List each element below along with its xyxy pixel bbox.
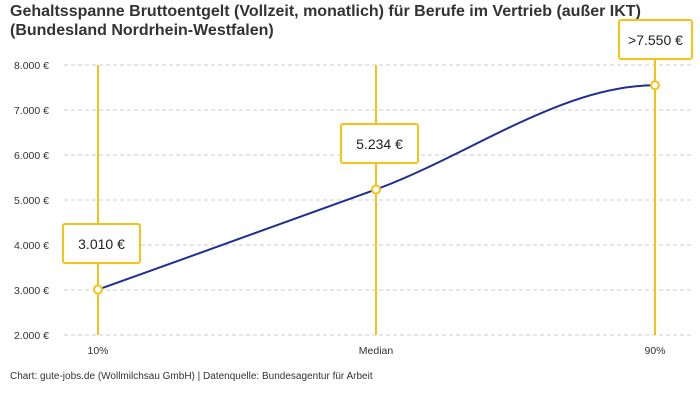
data-label-box xyxy=(340,123,419,164)
data-label-box xyxy=(618,19,693,60)
x-tick-label: 90% xyxy=(644,345,665,357)
data-point xyxy=(93,284,103,295)
y-tick-label: 5.000 € xyxy=(14,195,49,207)
x-tick-label: 10% xyxy=(87,345,108,357)
data-label-box xyxy=(62,223,141,264)
x-tick-label: Median xyxy=(359,345,394,357)
data-point xyxy=(371,184,381,195)
chart-source: Chart: gute-jobs.de (Wollmilchsau GmbH) … xyxy=(10,371,373,382)
y-tick-label: 8.000 € xyxy=(14,60,49,72)
y-tick-label: 2.000 € xyxy=(14,330,49,342)
y-tick-label: 3.000 € xyxy=(14,285,49,297)
data-label: 3.010 € xyxy=(78,236,125,252)
chart-title: Gehaltsspanne Bruttoentgelt (Vollzeit, m… xyxy=(10,3,641,39)
data-label: >7.550 € xyxy=(628,32,683,48)
data-label: 5.234 € xyxy=(356,136,403,152)
y-tick-label: 7.000 € xyxy=(14,105,49,117)
data-point xyxy=(650,80,660,91)
y-tick-label: 4.000 € xyxy=(14,240,49,252)
y-tick-label: 6.000 € xyxy=(14,150,49,162)
